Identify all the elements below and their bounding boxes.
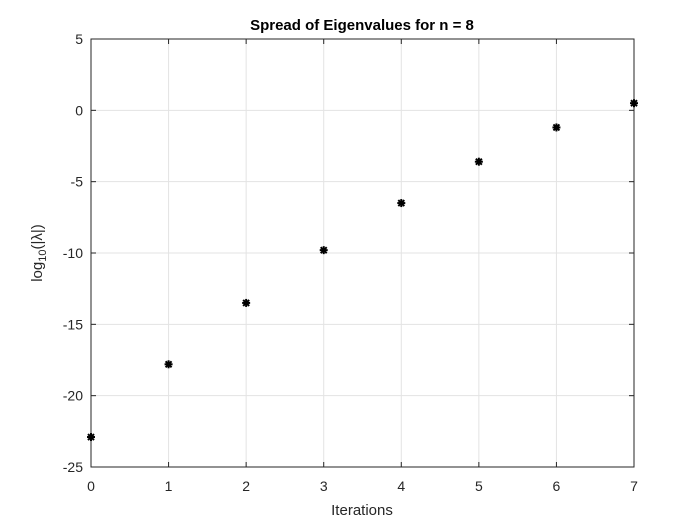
chart-title: Spread of Eigenvalues for n = 8 [250,17,474,34]
y-axis-label: log10(|λ|) [29,224,49,282]
data-point [474,157,483,166]
x-tick-label: 5 [475,478,483,494]
x-tick-label: 1 [165,478,173,494]
y-tick-label: 5 [75,31,83,47]
data-point [319,246,328,255]
y-tick-labels: 5 0 -5 -10 -15 -20 -25 [63,31,83,475]
y-tick-label: -20 [63,388,83,404]
data-point [552,123,561,132]
x-tick-label: 0 [87,478,95,494]
data-point [87,433,95,442]
y-tick-label: 0 [75,102,83,118]
x-tick-label: 6 [553,478,561,494]
x-axis-label: Iterations [331,502,393,519]
y-axis-label-subscript: 10 [37,250,49,262]
y-tick-label: -10 [63,245,83,261]
data-point [630,99,638,108]
grid [90,38,635,468]
y-tick-label: -25 [63,459,83,475]
data-points [87,99,638,442]
x-tick-label: 4 [397,478,405,494]
axis-ticks [90,38,635,468]
y-tick-label: -5 [71,174,84,190]
x-tick-label: 3 [320,478,328,494]
y-axis-label-argument: (|λ|) [29,224,46,249]
data-point [164,360,173,369]
x-tick-label: 2 [242,478,250,494]
data-point [397,199,406,208]
data-point [242,298,251,307]
x-tick-label: 7 [630,478,638,494]
y-tick-label: -15 [63,316,83,332]
x-tick-labels: 0 1 2 3 4 5 6 7 [87,478,638,494]
y-axis-label-base: log [29,262,46,282]
